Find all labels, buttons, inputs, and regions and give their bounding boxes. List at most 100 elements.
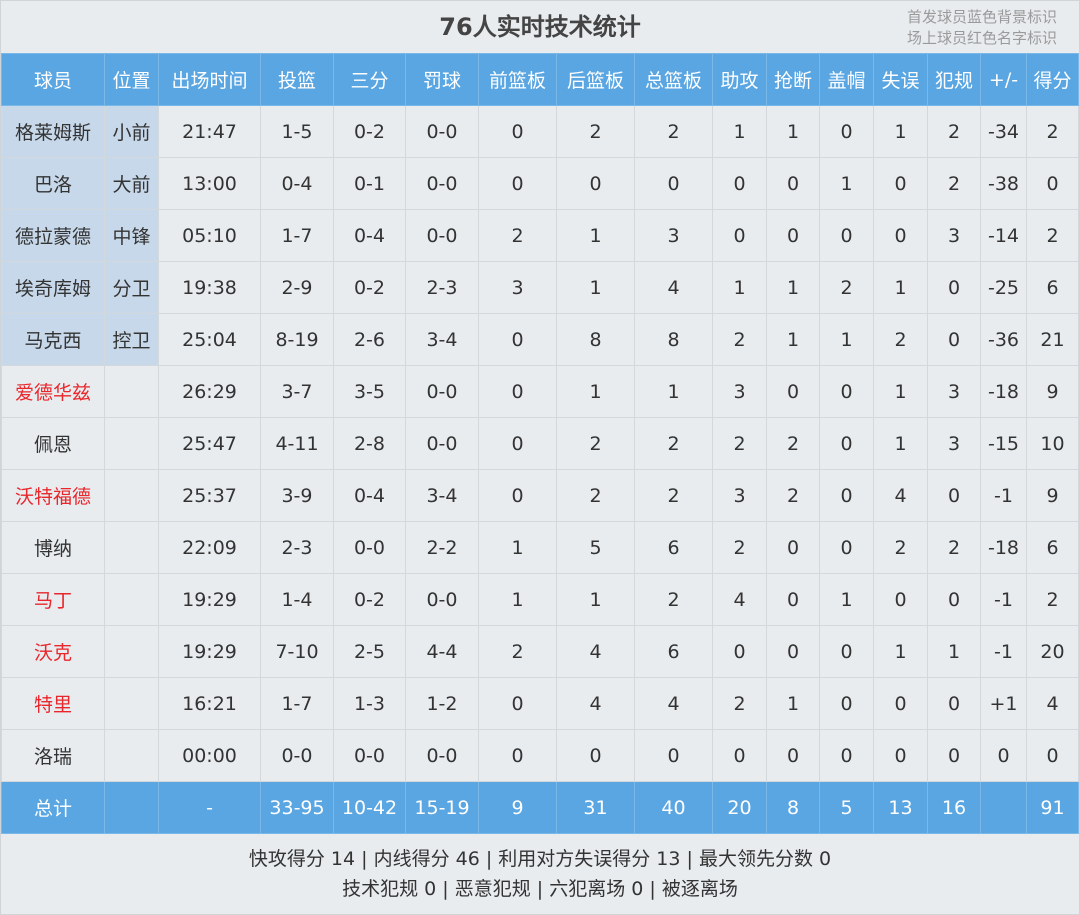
total-ast: 20 <box>712 781 767 834</box>
cell-oreb: 0 <box>478 313 557 366</box>
cell-oreb: 1 <box>478 521 557 574</box>
cell-player[interactable]: 沃克 <box>1 625 105 678</box>
total-blk: 5 <box>819 781 874 834</box>
table-row: 巴洛 大前 13:00 0-4 0-1 0-0 0 0 0 0 0 1 0 2 -38 0 <box>1 157 1079 210</box>
cell-player[interactable]: 马丁 <box>1 573 105 626</box>
cell-dreb: 0 <box>556 729 635 782</box>
column-header-reb[interactable]: 总篮板 <box>634 53 713 106</box>
cell-blk: 1 <box>819 313 874 366</box>
cell-player[interactable]: 博纳 <box>1 521 105 574</box>
cell-blk: 0 <box>819 625 874 678</box>
total-row: 总计 -33-95 10-42 15-19 9 31 40 20 8 5 13 16 91 <box>1 781 1079 834</box>
cell-stl: 2 <box>766 417 820 470</box>
cell-three: 0-1 <box>333 157 406 210</box>
legend-starter: 首发球员蓝色背景标识 <box>906 8 1057 26</box>
table-row: 爱德华兹 26:29 3-7 3-5 0-0 0 1 1 3 0 0 1 3 -18 9 <box>1 365 1079 418</box>
cell-three: 0-0 <box>333 521 406 574</box>
cell-three: 0-4 <box>333 209 406 262</box>
cell-tov: 0 <box>873 209 928 262</box>
cell-reb: 1 <box>634 365 713 418</box>
cell-player[interactable]: 洛瑞 <box>1 729 105 782</box>
cell-pts: 6 <box>1026 261 1079 314</box>
cell-tov: 0 <box>873 677 928 730</box>
cell-blk: 1 <box>819 157 874 210</box>
cell-reb: 4 <box>634 677 713 730</box>
column-header-ast[interactable]: 助攻 <box>712 53 767 106</box>
cell-ast: 1 <box>712 105 767 158</box>
table-row: 洛瑞 00:00 0-0 0-0 0-0 0 0 0 0 0 0 0 0 0 0 <box>1 729 1079 782</box>
cell-tov: 1 <box>873 365 928 418</box>
cell-dreb: 1 <box>556 209 635 262</box>
cell-player[interactable]: 沃特福德 <box>1 469 105 522</box>
cell-player[interactable]: 巴洛 <box>1 157 105 210</box>
cell-ast: 3 <box>712 365 767 418</box>
cell-ft: 0-0 <box>405 573 479 626</box>
column-header-plus-minus[interactable]: +/- <box>980 53 1027 106</box>
cell-pf: 2 <box>927 521 981 574</box>
cell-player[interactable]: 爱德华兹 <box>1 365 105 418</box>
cell-three: 1-3 <box>333 677 406 730</box>
cell-ft: 1-2 <box>405 677 479 730</box>
column-header-position[interactable]: 位置 <box>104 53 159 106</box>
legend-on-court: 场上球员红色名字标识 <box>906 29 1057 47</box>
cell-stl: 0 <box>766 157 820 210</box>
cell-minutes: 21:47 <box>158 105 261 158</box>
cell-reb: 2 <box>634 573 713 626</box>
cell-tov: 1 <box>873 261 928 314</box>
cell-pts: 2 <box>1026 105 1079 158</box>
cell-plus-minus: -18 <box>980 365 1027 418</box>
cell-ft: 2-3 <box>405 261 479 314</box>
cell-oreb: 3 <box>478 261 557 314</box>
column-header-player[interactable]: 球员 <box>1 53 105 106</box>
column-header-pts[interactable]: 得分 <box>1026 53 1079 106</box>
cell-plus-minus: -38 <box>980 157 1027 210</box>
cell-tov: 0 <box>873 157 928 210</box>
column-header-dreb[interactable]: 后篮板 <box>556 53 635 106</box>
cell-player[interactable]: 特里 <box>1 677 105 730</box>
cell-ft: 3-4 <box>405 469 479 522</box>
cell-dreb: 5 <box>556 521 635 574</box>
cell-minutes: 19:29 <box>158 625 261 678</box>
cell-player[interactable]: 格莱姆斯 <box>1 105 105 158</box>
cell-pf: 0 <box>927 729 981 782</box>
cell-tov: 1 <box>873 625 928 678</box>
cell-player[interactable]: 佩恩 <box>1 417 105 470</box>
cell-stl: 0 <box>766 209 820 262</box>
cell-pf: 3 <box>927 417 981 470</box>
cell-oreb: 1 <box>478 573 557 626</box>
column-header-tov[interactable]: 失误 <box>873 53 928 106</box>
column-header-oreb[interactable]: 前篮板 <box>478 53 557 106</box>
cell-ast: 2 <box>712 417 767 470</box>
column-header-pf[interactable]: 犯规 <box>927 53 981 106</box>
cell-player[interactable]: 埃奇库姆 <box>1 261 105 314</box>
column-header-ft[interactable]: 罚球 <box>405 53 479 106</box>
cell-oreb: 0 <box>478 417 557 470</box>
cell-dreb: 4 <box>556 677 635 730</box>
cell-three: 0-0 <box>333 729 406 782</box>
column-header-stl[interactable]: 抢断 <box>766 53 820 106</box>
column-header-blk[interactable]: 盖帽 <box>819 53 874 106</box>
cell-ft: 0-0 <box>405 105 479 158</box>
table-row: 博纳 22:09 2-3 0-0 2-2 1 5 6 2 0 0 2 2 -18 6 <box>1 521 1079 574</box>
cell-reb: 2 <box>634 417 713 470</box>
cell-fg: 3-9 <box>260 469 334 522</box>
cell-ft: 3-4 <box>405 313 479 366</box>
cell-player[interactable]: 马克西 <box>1 313 105 366</box>
cell-player[interactable]: 德拉蒙德 <box>1 209 105 262</box>
cell-ast: 0 <box>712 729 767 782</box>
cell-dreb: 4 <box>556 625 635 678</box>
column-header-three[interactable]: 三分 <box>333 53 406 106</box>
cell-plus-minus: -34 <box>980 105 1027 158</box>
cell-ast: 2 <box>712 677 767 730</box>
cell-position: 分卫 <box>104 261 159 314</box>
cell-reb: 3 <box>634 209 713 262</box>
column-header-minutes[interactable]: 出场时间 <box>158 53 261 106</box>
cell-ft: 0-0 <box>405 417 479 470</box>
cell-position: 大前 <box>104 157 159 210</box>
column-header-fg[interactable]: 投篮 <box>260 53 334 106</box>
cell-pts: 2 <box>1026 573 1079 626</box>
cell-pts: 20 <box>1026 625 1079 678</box>
cell-fg: 0-4 <box>260 157 334 210</box>
cell-pf: 1 <box>927 625 981 678</box>
cell-fg: 1-7 <box>260 209 334 262</box>
